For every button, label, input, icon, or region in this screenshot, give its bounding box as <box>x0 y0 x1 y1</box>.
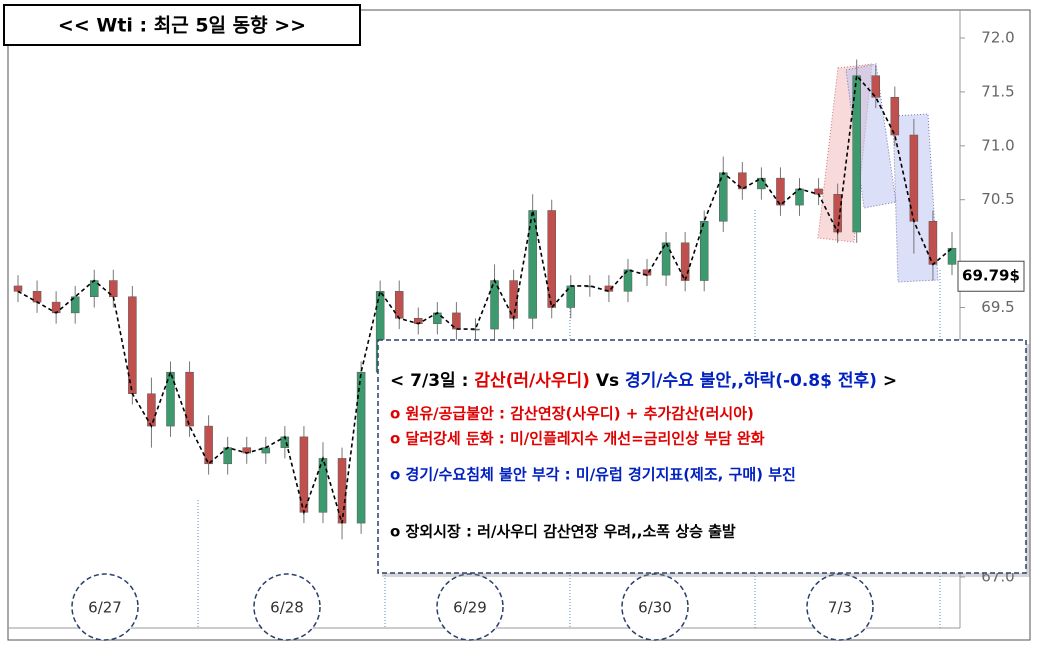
title-box <box>3 4 361 46</box>
y-tick-label: 70.5 <box>981 190 1014 208</box>
candle-body <box>433 312 442 324</box>
candle-body <box>204 425 213 465</box>
headline-part: 경기/수요 불안,,하락(-0.8$ 전후) <box>625 370 877 391</box>
candle-body <box>776 177 785 206</box>
candle-body <box>223 447 232 465</box>
candle-body <box>604 285 614 292</box>
chart-title: << Wti : 최근 5일 동향 >> <box>58 15 306 37</box>
candle-body <box>356 371 366 524</box>
last-price: 69.79$ <box>957 260 1025 292</box>
candle-body <box>70 296 80 314</box>
day-circle <box>806 573 874 641</box>
headline-part: > <box>877 371 897 391</box>
y-tick-label: 72.0 <box>981 29 1014 47</box>
candle-body <box>51 301 61 314</box>
candle-body <box>185 371 194 427</box>
candle-body <box>299 436 309 513</box>
candle-body <box>452 312 461 330</box>
candle-body <box>623 269 633 292</box>
y-tick-label: 71.0 <box>981 136 1014 154</box>
annotation-line: o 원유/공급불안 : 감산연장(사우디) + 추가감산(러시아) <box>390 405 754 423</box>
price-label: 69.79$ <box>962 267 1020 285</box>
y-tick-label: 69.5 <box>981 298 1014 316</box>
day-label: 6/27 <box>88 599 122 617</box>
annotation-box <box>377 339 1027 574</box>
candle-body <box>738 172 747 190</box>
candles <box>13 59 957 540</box>
candle-body <box>261 447 271 454</box>
day-circle <box>71 573 139 641</box>
day-circle <box>253 573 321 641</box>
annotation-line: o 장외시장 : 러/사우디 감산연장 우려,,소폭 상승 출발 <box>390 523 736 541</box>
candle-body <box>699 221 709 281</box>
candle-body <box>13 285 23 292</box>
price-box <box>957 260 1025 292</box>
close-trend <box>17 73 953 524</box>
candle-body <box>528 210 537 319</box>
candle-body <box>337 458 347 524</box>
day-label: 7/3 <box>828 599 852 617</box>
candle-body <box>795 188 804 206</box>
candle-body <box>680 242 690 281</box>
candle-body <box>661 242 671 276</box>
annotation-headline: < 7/3일 : 감산(러/사우디) Vs 경기/수요 불안,,하락(-0.8$… <box>390 370 897 391</box>
candle-body <box>128 296 137 394</box>
day-label: 6/30 <box>638 599 672 617</box>
annotation-line: o 달러강세 둔화 : 미/인플레지수 개선=금리인상 부담 완화 <box>390 430 765 448</box>
headline-part: < 7/3일 : <box>390 371 474 391</box>
candle-body <box>547 210 556 308</box>
day-label: 6/28 <box>270 599 304 617</box>
candle-body <box>147 393 156 427</box>
day-labels: 6/27 6/28 6/29 6/30 7/3 <box>71 573 874 641</box>
day-label: 6/29 <box>453 599 487 617</box>
candle-body <box>32 291 42 303</box>
candle-body <box>757 177 766 190</box>
y-tick-label: 71.5 <box>981 82 1014 100</box>
candle-body <box>947 247 957 265</box>
candle-body <box>89 280 99 297</box>
candle-body <box>871 75 881 98</box>
candle-body <box>166 371 175 427</box>
day-circle <box>621 573 689 641</box>
candle-body <box>890 97 900 136</box>
annotation-line: o 경기/수요침체 불안 부각 : 미/유럽 경기지표(제조, 구매) 부진 <box>390 466 796 484</box>
headline-part: 감산(러/사우디) <box>474 371 590 391</box>
candle-body <box>852 75 861 233</box>
day-circle <box>436 573 504 641</box>
headline-part: Vs <box>590 371 625 391</box>
candle-body <box>394 291 404 319</box>
candle-body <box>109 280 118 297</box>
